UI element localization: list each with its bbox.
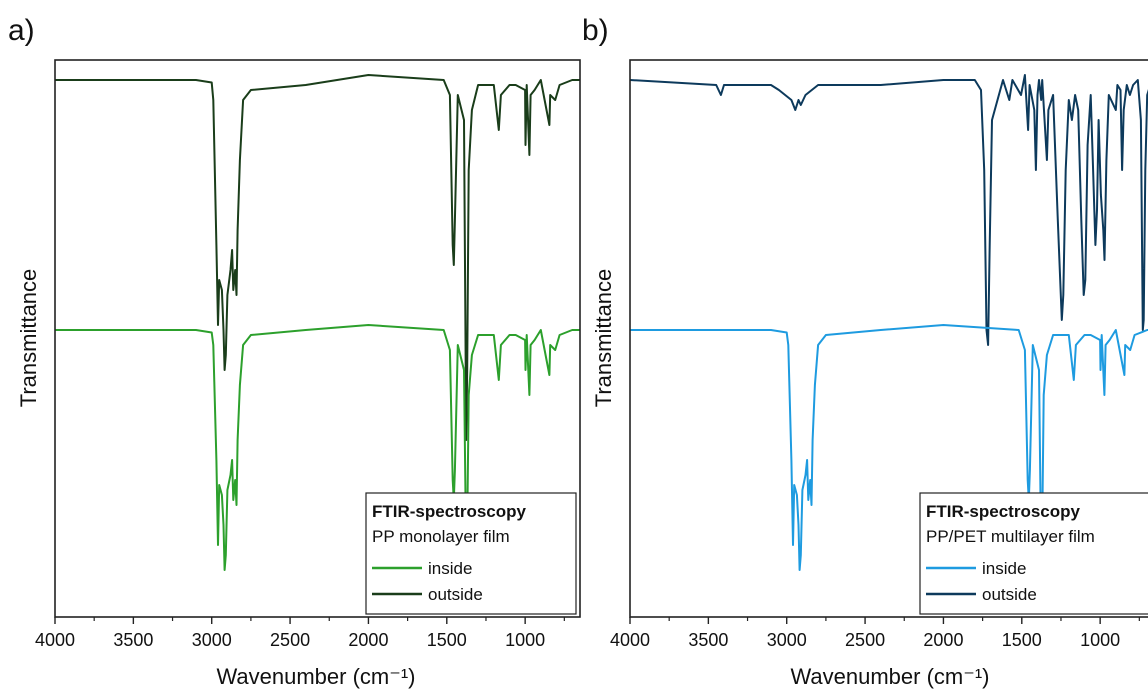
legend-label-inside-a: inside [428,559,472,578]
x-tick-label-1500-b: 1500 [1002,630,1042,650]
x-tick-label-2000-b: 2000 [923,630,963,650]
y-axis-title-a: Transmittance [16,269,41,408]
x-ticks-a: 4000 3500 3000 2500 2000 1500 1000 [35,617,565,650]
x-tick-label-1500-a: 1500 [427,630,467,650]
x-tick-label-4000-b: 4000 [610,630,650,650]
x-axis-title-a: Wavenumber (cm⁻¹) [216,664,415,689]
legend-label-inside-b: inside [982,559,1026,578]
legend-subtitle-b: PP/PET multilayer film [926,527,1095,546]
panel-label-a: a) [8,14,35,47]
panel-a: a) Transmittance Wavenumber (cm⁻¹) FTIR-… [8,14,581,689]
x-tick-label-2000-a: 2000 [348,630,388,650]
x-tick-label-1000-b: 1000 [1080,630,1120,650]
legend-title-b: FTIR-spectroscopy [926,502,1081,521]
x-tick-label-2500-a: 2500 [270,630,310,650]
series-line-inside-a [55,324,580,571]
plot-frame-b [629,59,1148,618]
y-axis-title-b: Transmittance [591,269,616,408]
panel-label-b: b) [582,14,609,47]
plot-frame-a [54,59,581,618]
series-line-outside-b [630,74,1148,346]
series-line-outside-a [55,74,580,441]
x-tick-label-3500-a: 3500 [113,630,153,650]
x-tick-label-2500-b: 2500 [845,630,885,650]
x-tick-label-4000-a: 4000 [35,630,75,650]
series-line-inside-b [630,324,1148,571]
legend-title-a: FTIR-spectroscopy [372,502,527,521]
panel-b: b) Transmittance Wavenumber (cm⁻¹) FTIR-… [582,14,1148,689]
legend-subtitle-a: PP monolayer film [372,527,510,546]
x-axis-title-b: Wavenumber (cm⁻¹) [790,664,989,689]
x-tick-label-3000-a: 3000 [192,630,232,650]
plot-area-b [630,74,1148,571]
legend-label-outside-a: outside [428,585,483,604]
x-tick-label-3000-b: 3000 [767,630,807,650]
legend-label-outside-b: outside [982,585,1037,604]
x-tick-label-3500-b: 3500 [688,630,728,650]
x-ticks-b: 4000 3500 3000 2500 2000 1500 1000 [610,617,1140,650]
plot-area-a [55,74,580,571]
legend-a: FTIR-spectroscopy PP monolayer film insi… [365,492,577,615]
x-tick-label-1000-a: 1000 [505,630,545,650]
legend-b: FTIR-spectroscopy PP/PET multilayer film… [919,492,1148,615]
